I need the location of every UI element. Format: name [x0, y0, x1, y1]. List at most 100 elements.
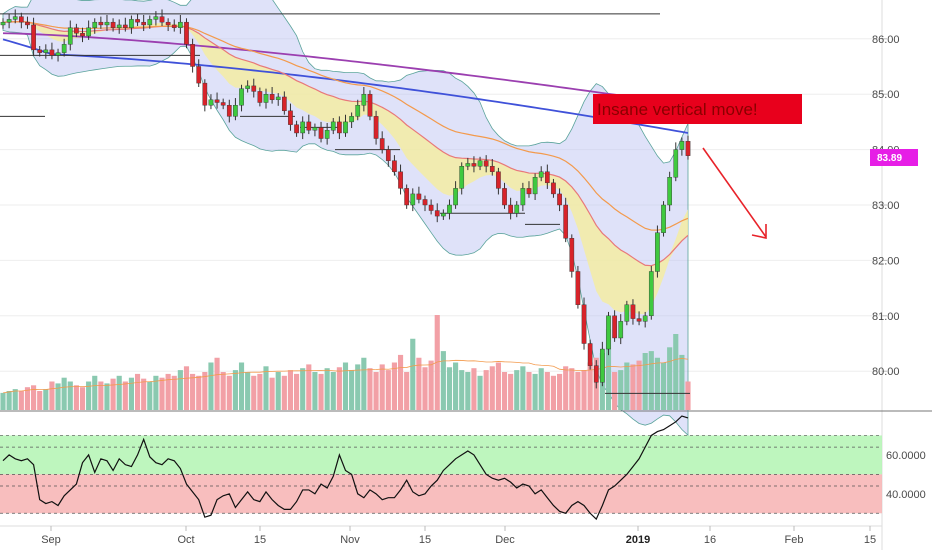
- candle-body: [61, 44, 67, 53]
- volume-bar: [361, 357, 367, 410]
- candle-body: [269, 93, 275, 100]
- candle-body: [575, 271, 581, 305]
- candle-body: [19, 16, 24, 23]
- candle-body: [294, 124, 299, 134]
- candle-body: [288, 110, 293, 125]
- candle-body: [239, 88, 244, 106]
- candle-body: [349, 116, 354, 123]
- volume-bar: [618, 370, 624, 410]
- candle-body: [171, 24, 177, 28]
- price-tick-label: 85.00: [872, 89, 900, 101]
- candle-body: [581, 304, 587, 344]
- volume-bar: [31, 385, 37, 410]
- candle-body: [630, 304, 636, 319]
- candle-body: [612, 315, 617, 339]
- candle-body: [31, 24, 36, 51]
- time-tick-label: Feb: [785, 534, 804, 546]
- volume-bar: [667, 347, 673, 410]
- volume-bar: [410, 338, 416, 410]
- down-arrow: [702, 147, 767, 239]
- volume-bar: [575, 372, 581, 410]
- candle-body: [569, 238, 575, 272]
- volume-bar: [312, 372, 318, 410]
- volume-bar: [306, 364, 312, 410]
- candle-body: [214, 99, 220, 103]
- volume-bar: [587, 362, 593, 410]
- volume-bar: [434, 315, 440, 410]
- candle-body: [587, 343, 593, 366]
- volume-bar: [6, 391, 12, 410]
- candle-body: [624, 304, 630, 322]
- volume-bar: [226, 375, 232, 410]
- rsi-pane: 60.0000 40.0000: [0, 415, 926, 521]
- volume-bar: [355, 364, 361, 410]
- price-tag-value: 83.89: [877, 153, 902, 164]
- volume-bar: [532, 373, 538, 410]
- volume-bar: [269, 377, 275, 410]
- volume-bar: [336, 367, 342, 410]
- time-tick-label: Dec: [495, 534, 515, 546]
- candle-body: [483, 160, 489, 167]
- volume-bar: [428, 360, 434, 410]
- candle-body: [80, 33, 85, 37]
- candle-body: [453, 188, 458, 206]
- candle-body: [202, 82, 208, 106]
- volume-bar: [624, 362, 630, 410]
- volume-bar: [134, 373, 141, 410]
- candle-body: [642, 315, 648, 322]
- candle-body: [410, 193, 416, 206]
- volume-bar: [202, 372, 208, 410]
- volume-bar: [128, 377, 135, 410]
- candle-body: [208, 99, 214, 106]
- volume-bar: [495, 362, 501, 410]
- candle-body: [441, 213, 446, 217]
- candle-body: [593, 365, 599, 383]
- time-tick-label: 16: [704, 534, 716, 546]
- volume-bar: [440, 351, 446, 410]
- time-tick-label: 15: [864, 534, 876, 546]
- volume-ma-line: [2, 358, 689, 394]
- candle-body: [129, 19, 134, 28]
- candle-body: [263, 93, 269, 103]
- candle-body: [67, 27, 73, 45]
- price-tick-label: 81.00: [872, 311, 900, 323]
- time-axis: Sep Oct 15 Nov 15 Dec 2019 16 Feb 15: [41, 526, 876, 546]
- volume-bar: [245, 372, 251, 410]
- volume-bar: [0, 392, 6, 410]
- volume-bar: [43, 389, 49, 410]
- price-tick-label: 82.00: [872, 255, 900, 267]
- candle-body: [655, 232, 660, 272]
- candle-body: [373, 116, 379, 139]
- candle-body: [251, 85, 257, 92]
- candle-body: [459, 166, 465, 189]
- ma-blue-line: [2, 38, 689, 134]
- candle-body: [196, 66, 202, 84]
- volume-bar: [281, 375, 287, 410]
- candle-body: [428, 204, 434, 211]
- volume-bar: [679, 354, 685, 410]
- candle-body: [318, 127, 324, 139]
- candle-body: [636, 318, 642, 322]
- volume-bar: [673, 334, 679, 410]
- volume-bar: [342, 362, 349, 410]
- volume-bar: [79, 387, 86, 410]
- rsi-tick-label: 60.0000: [886, 450, 926, 462]
- rsi-line: [2, 415, 689, 521]
- volume-bar: [171, 375, 177, 410]
- keltner-fill: [3, 20, 688, 315]
- volume-bar: [544, 372, 550, 410]
- candle-body: [233, 105, 238, 117]
- volume-bar: [86, 381, 92, 410]
- candle-body: [281, 96, 287, 112]
- volume-bar: [92, 375, 98, 410]
- candle-body: [679, 141, 685, 150]
- volume-bar: [116, 375, 122, 410]
- candle-body: [12, 16, 18, 20]
- candle-body: [361, 93, 367, 106]
- volume-bar: [190, 373, 196, 410]
- candle-body: [324, 130, 330, 139]
- volume-bar: [196, 375, 202, 410]
- candle-body: [184, 21, 189, 45]
- volume-bars: [0, 315, 691, 410]
